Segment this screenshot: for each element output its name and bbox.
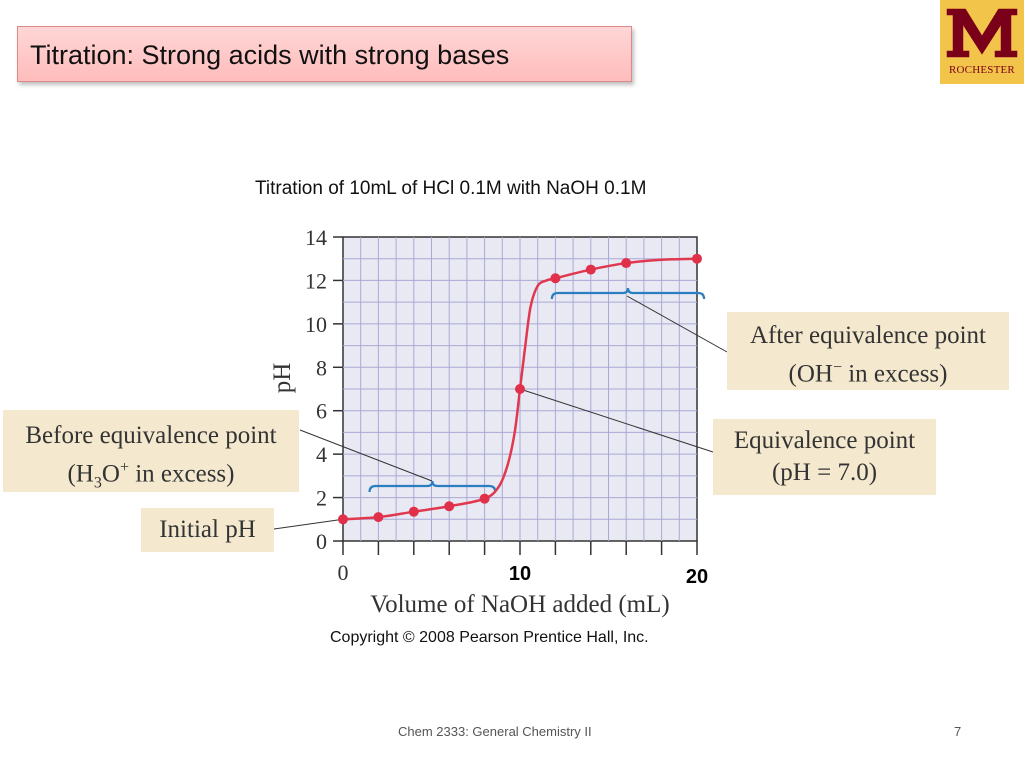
tick-labels: 0 2 4 6 8 10 12 14 0 10 20: [305, 225, 708, 588]
leader-equivalence: [519, 388, 714, 453]
grid-lines: [343, 237, 697, 541]
y-axis-label: pH: [269, 363, 296, 394]
chart-title: Titration of 10mL of HCl 0.1M with NaOH …: [255, 178, 647, 199]
copyright-notice: Copyright © 2008 Pearson Prentice Hall, …: [330, 629, 649, 646]
callout-after-line1: After equivalence point: [749, 322, 986, 349]
data-point: [408, 506, 419, 517]
data-point: [338, 514, 348, 525]
y-tick-label: 10: [305, 312, 327, 337]
data-point: [373, 512, 384, 523]
data-point: [515, 384, 525, 394]
callout-initial-ph: Initial pH: [141, 508, 274, 552]
slide-title-box: Titration: Strong acids with strong base…: [17, 26, 632, 82]
y-tick-label: 8: [316, 355, 327, 380]
y-tick-label: 2: [316, 486, 327, 511]
m-logo-icon: [945, 7, 1019, 59]
callout-equivalence-line1: Equivalence point: [733, 427, 916, 454]
data-point: [585, 264, 596, 275]
x-tick-label: 10: [509, 563, 531, 585]
data-points: [338, 253, 702, 525]
callout-before-line1: Before equivalence point: [25, 422, 277, 449]
brace-after-equivalence: [550, 287, 706, 300]
logo-text: ROCHESTER: [949, 64, 1015, 76]
data-point: [621, 258, 632, 269]
leader-initial: [273, 518, 344, 530]
braces: [368, 287, 706, 493]
callout-initial-line1: Initial pH: [159, 516, 256, 543]
brace-before-equivalence: [368, 480, 497, 493]
y-tick-label: 12: [305, 268, 327, 293]
data-point: [550, 273, 561, 284]
data-point: [692, 253, 702, 264]
x-tick-label: 20: [686, 566, 708, 588]
callout-after-line2: (OH− in excess): [788, 359, 948, 388]
callout-before-line2: (H3O+ in excess): [67, 459, 235, 492]
data-point: [444, 501, 455, 512]
tick-marks: [333, 236, 698, 555]
leader-after: [626, 295, 728, 353]
callout-after-equivalence: After equivalence point (OH− in excess): [727, 312, 1009, 390]
y-tick-label: 0: [316, 529, 327, 554]
y-tick-label: 6: [316, 399, 327, 424]
y-tick-label: 14: [305, 225, 327, 250]
data-point: [479, 493, 490, 504]
page-number: 7: [954, 724, 962, 739]
footer-course: Chem 2333: General Chemistry II: [398, 724, 592, 739]
y-tick-label: 4: [316, 442, 327, 467]
x-tick-label: 0: [338, 560, 349, 585]
callout-equivalence-point: Equivalence point (pH = 7.0): [713, 419, 936, 495]
leader-before: [299, 429, 433, 482]
slide-title: Titration: Strong acids with strong base…: [30, 40, 510, 70]
university-logo: ROCHESTER: [940, 0, 1024, 84]
x-axis-label: Volume of NaOH added (mL): [370, 591, 669, 618]
leader-lines: [273, 295, 728, 530]
callout-before-equivalence: Before equivalence point (H3O+ in excess…: [3, 410, 299, 492]
callout-equivalence-line2: (pH = 7.0): [771, 459, 878, 486]
